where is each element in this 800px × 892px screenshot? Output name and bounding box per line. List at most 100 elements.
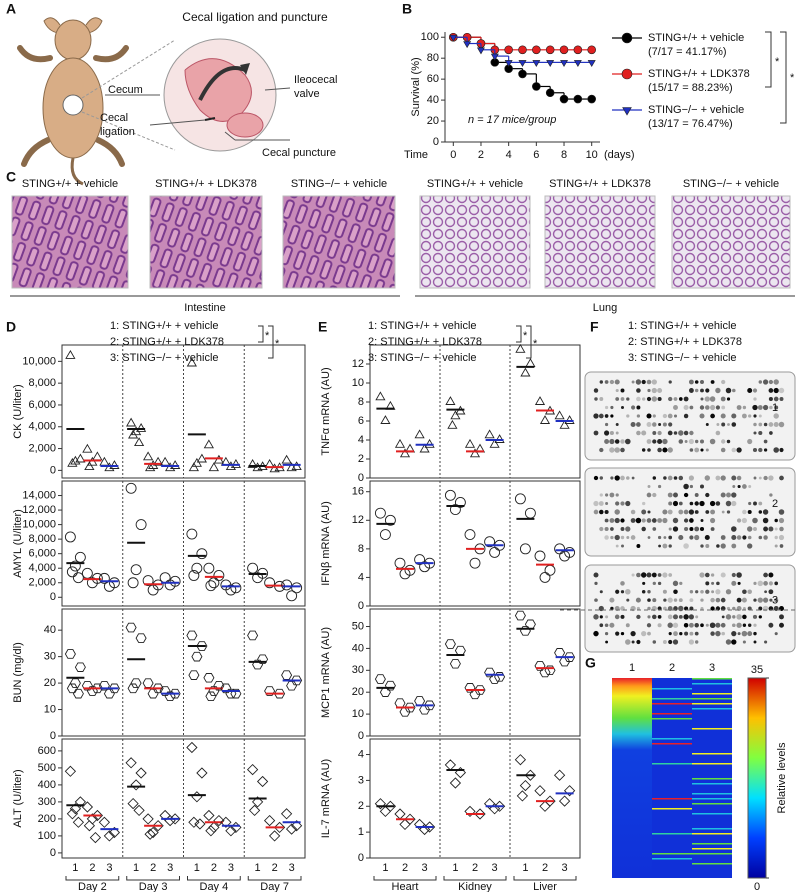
data-point (191, 651, 203, 662)
data-point (203, 809, 215, 822)
data-point (286, 680, 298, 691)
blot-spot (631, 476, 635, 480)
blot-spot (609, 430, 614, 436)
data-point (170, 460, 181, 469)
data-point (147, 688, 159, 699)
blot-spot (720, 597, 726, 603)
group-label: 2 (402, 862, 408, 874)
blot-spot (594, 581, 598, 585)
blot-spot (678, 439, 684, 444)
blot-spot (742, 405, 747, 410)
blot-spot (758, 510, 763, 514)
y-tick-label: 2 (358, 453, 364, 465)
annotation: Cecal (100, 112, 128, 124)
heatmap-column (612, 678, 652, 878)
legend-label: 2: STING+/+ + LDK378 (368, 336, 482, 348)
blot-spot (762, 509, 769, 515)
blot-spot (610, 527, 614, 531)
blot-spot (721, 379, 726, 385)
blot-spot (609, 622, 615, 628)
blot-spot (599, 590, 603, 594)
blot-spot (631, 640, 635, 644)
category-bracket (65, 876, 120, 881)
data-point (153, 456, 164, 466)
blot-spot (741, 597, 747, 603)
blot-spot (694, 380, 699, 384)
data-point (394, 698, 406, 708)
data-point (484, 429, 495, 439)
blot-spot (662, 413, 668, 419)
data-point (64, 531, 76, 543)
y-tick-label: 8 (358, 543, 364, 555)
blot-spot (711, 581, 715, 585)
y-tick-label: 12,000 (22, 504, 56, 516)
blot-spot (610, 414, 614, 418)
blot-spot (768, 475, 774, 481)
data-point (130, 678, 142, 688)
significance-star: * (523, 330, 528, 342)
blot-spot (684, 440, 688, 443)
legend-marker (621, 32, 633, 44)
legend-note: (7/17 = 41.17%) (648, 46, 727, 58)
data-point (490, 53, 499, 61)
data-point (188, 462, 199, 472)
blot-spot (742, 607, 746, 610)
blot-spot (672, 580, 679, 587)
blot-spot (646, 439, 652, 444)
data-point (131, 426, 142, 436)
blot-spot (753, 501, 757, 506)
data-point (248, 804, 261, 817)
blot-spot (704, 534, 710, 541)
y-tick-label: 6 (358, 415, 364, 427)
group-label: 3 (422, 862, 428, 874)
blot-spot (721, 510, 725, 514)
data-point (519, 626, 531, 636)
blot-spot (699, 413, 705, 419)
blot-spot (688, 379, 694, 385)
data-point (205, 580, 217, 592)
blot-spot (699, 500, 705, 507)
blot-spot (631, 405, 636, 410)
blot-spot (679, 581, 683, 586)
blot-spot (705, 492, 710, 498)
y-tick-label: 600 (38, 745, 56, 757)
y-axis-label: TNFα mRNA (AU) (320, 367, 332, 455)
blot-spot (773, 421, 779, 428)
data-point (474, 808, 486, 820)
blot-spot (715, 630, 721, 637)
blot-spot (689, 606, 694, 611)
blot-spot (625, 639, 631, 645)
blot-spot (673, 598, 678, 602)
blot-spot (610, 405, 614, 410)
blot-spot (773, 387, 779, 394)
blot-spot (662, 517, 668, 524)
blot-spot (646, 492, 652, 498)
data-point (64, 765, 77, 777)
blot-spot (710, 509, 716, 515)
blot-spot (753, 422, 757, 427)
blot-spot (667, 622, 673, 628)
data-point (379, 529, 391, 541)
blot-spot (626, 397, 630, 401)
blot-spot (668, 396, 673, 402)
y-axis-label: IFNβ mRNA (AU) (320, 501, 332, 586)
blot-spot (725, 589, 732, 595)
blot-spot (778, 534, 785, 541)
blot-spot (704, 396, 710, 402)
blot-spot (678, 598, 683, 603)
blot-spot (731, 630, 737, 637)
image-label: STING+/+ + vehicle (427, 178, 523, 190)
legend-label: 1: STING+/+ + vehicle (628, 320, 737, 332)
blot-spot (710, 597, 715, 603)
y-tick-label: 80 (427, 52, 439, 64)
blot-spot (742, 484, 747, 489)
blot-spot (742, 614, 747, 620)
data-point (573, 94, 583, 104)
data-point (66, 808, 79, 820)
x-tick-label: 6 (533, 149, 539, 161)
blot-spot (636, 544, 641, 548)
data-point (520, 367, 531, 377)
blot-spot (647, 388, 651, 393)
data-point (84, 461, 95, 471)
heatmap-cell (692, 778, 732, 780)
